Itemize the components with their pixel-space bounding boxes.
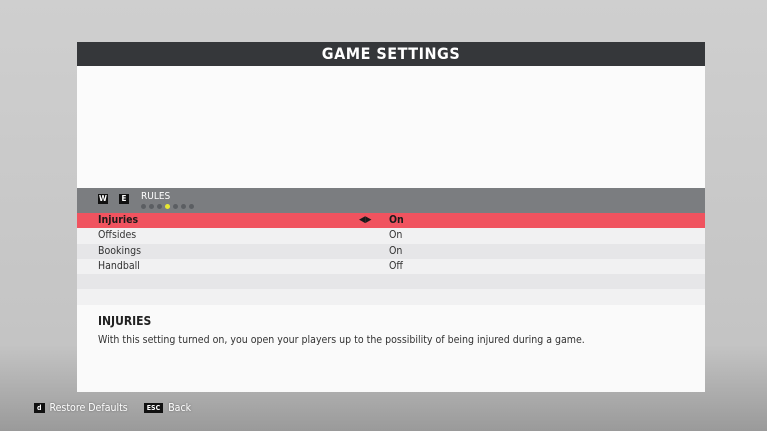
empty-row xyxy=(77,274,705,290)
page-dot[interactable] xyxy=(157,204,162,209)
setting-label: Offsides xyxy=(98,229,137,242)
setting-row-offsides[interactable]: Offsides On xyxy=(77,228,705,244)
setting-row-injuries[interactable]: Injuries ◀▶ On xyxy=(77,213,705,229)
setting-value: Off xyxy=(389,259,403,272)
restore-defaults-button[interactable]: Restore Defaults xyxy=(49,402,128,414)
page-dot[interactable] xyxy=(141,204,146,209)
next-tab-key[interactable]: E xyxy=(119,194,129,204)
page-dot-active[interactable] xyxy=(165,204,170,209)
page-dot[interactable] xyxy=(149,204,154,209)
description-text: With this setting turned on, you open yo… xyxy=(98,334,585,346)
restore-key-icon: d xyxy=(34,403,45,413)
back-button[interactable]: Back xyxy=(168,402,192,414)
page-dot[interactable] xyxy=(181,204,186,209)
footer: d Restore Defaults ESC Back xyxy=(34,402,191,414)
setting-value: On xyxy=(389,244,403,257)
page-dot[interactable] xyxy=(189,204,194,209)
setting-value: On xyxy=(389,229,403,242)
settings-panel: GAME SETTINGS W E RULES Injuries ◀▶ On Off… xyxy=(77,42,705,392)
setting-row-handball[interactable]: Handball Off xyxy=(77,258,705,275)
prev-tab-key[interactable]: W xyxy=(98,194,108,204)
page-title: GAME SETTINGS xyxy=(77,42,705,66)
section-label: RULES xyxy=(141,191,171,202)
section-header: W E RULES xyxy=(77,188,705,213)
setting-label: Injuries xyxy=(98,214,139,226)
settings-list: Injuries ◀▶ On Offsides On Bookings On Handb… xyxy=(77,213,705,305)
empty-row xyxy=(77,289,705,305)
setting-label: Handball xyxy=(98,259,140,272)
description-title: INJURIES xyxy=(98,314,152,328)
setting-row-bookings[interactable]: Bookings On xyxy=(77,243,705,259)
esc-key-icon: ESC xyxy=(143,403,164,413)
page-dot[interactable] xyxy=(173,204,178,209)
left-right-arrows-icon[interactable]: ◀▶ xyxy=(359,215,372,225)
preview-area xyxy=(77,66,705,188)
description-panel: INJURIES With this setting turned on, yo… xyxy=(77,305,705,392)
setting-value: On xyxy=(389,214,404,226)
setting-label: Bookings xyxy=(98,244,142,257)
page-dots xyxy=(141,204,194,209)
